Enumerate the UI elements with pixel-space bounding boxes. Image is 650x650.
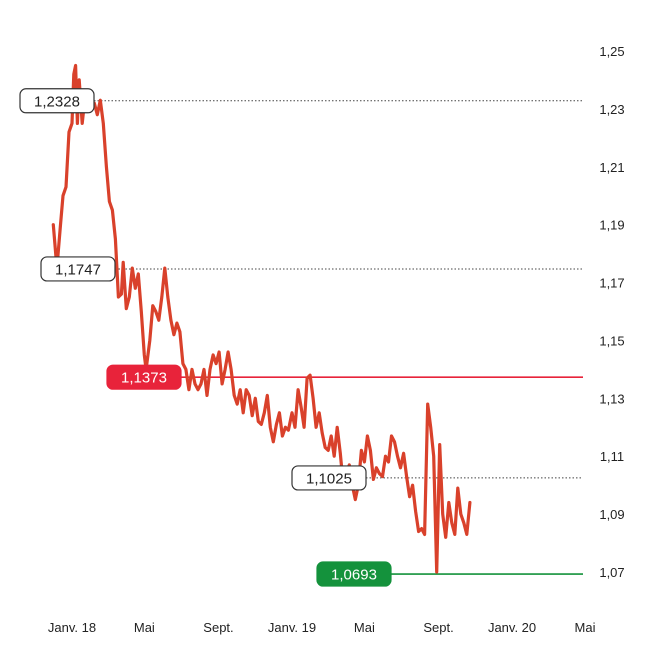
reference-lines	[94, 100, 583, 575]
y-axis: 1,25 1,23 1,21 1,19 1,17 1,15 1,13 1,11 1,09 1,07	[599, 44, 624, 580]
reference-callout-label-1-1025: 1,1025	[306, 470, 352, 487]
reference-callout-box-1-1373	[106, 364, 182, 390]
reference-callout-label-1-1747: 1,1747	[55, 261, 101, 278]
x-tick-label-4: Mai	[354, 620, 375, 635]
x-axis: Janv. 18 Mai Sept. Janv. 19 Mai Sept. Janv. 20…	[48, 620, 596, 635]
x-tick-label-5: Sept.	[423, 620, 453, 635]
reference-callout-label-1-2328: 1,2328	[34, 93, 80, 110]
y-tick-label-1-19: 1,19	[599, 218, 624, 233]
x-tick-label-3: Janv. 19	[268, 620, 316, 635]
reference-callouts: 1,2328 1,1747 1,1373 1,1025 1,0693	[19, 88, 392, 587]
x-tick-label-6: Janv. 20	[488, 620, 536, 635]
reference-callout-box-1-0693	[316, 561, 392, 587]
reference-callout-box-1-1025	[291, 465, 367, 491]
y-tick-label-1-13: 1,13	[599, 391, 624, 406]
y-tick-label-1-11: 1,11	[600, 449, 624, 464]
y-tick-label-1-09: 1,09	[599, 507, 624, 522]
series-group	[51, 63, 472, 574]
reference-callout-box-1-2328	[19, 88, 95, 114]
x-tick-label-7: Mai	[575, 620, 596, 635]
y-tick-label-1-15: 1,15	[599, 333, 624, 348]
x-tick-label-2: Sept.	[203, 620, 233, 635]
series-line-0	[51, 63, 472, 574]
x-tick-label-1: Mai	[134, 620, 155, 635]
reference-callout-box-1-1747	[40, 256, 116, 282]
y-tick-label-1-25: 1,25	[599, 44, 624, 59]
reference-callout-label-1-1373: 1,1373	[121, 370, 167, 387]
y-tick-label-1-23: 1,23	[599, 102, 624, 117]
x-tick-label-0: Janv. 18	[48, 620, 96, 635]
y-tick-label-1-17: 1,17	[599, 276, 624, 291]
y-tick-label-1-07: 1,07	[599, 565, 624, 580]
y-tick-label-1-21: 1,21	[599, 160, 624, 175]
reference-callout-label-1-0693: 1,0693	[331, 567, 377, 584]
